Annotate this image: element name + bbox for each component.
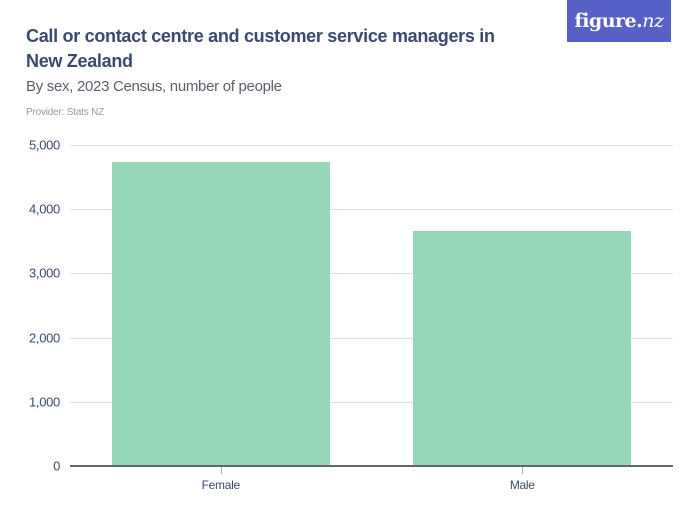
logo-text: figure. xyxy=(574,10,643,32)
x-tick-label: Male xyxy=(509,478,535,492)
y-tick-label: 4,000 xyxy=(28,201,60,217)
gridline xyxy=(70,273,673,275)
y-tick-label: 3,000 xyxy=(28,265,60,281)
y-tick-label: 5,000 xyxy=(28,137,60,153)
x-tick xyxy=(220,467,222,474)
y-tick-label: 2,000 xyxy=(28,330,60,346)
bar-male[interactable] xyxy=(413,231,632,466)
gridline xyxy=(70,209,673,211)
y-tick-label: 1,000 xyxy=(28,394,60,410)
y-tick-label: 0 xyxy=(53,458,60,474)
logo-text-nz: nz xyxy=(642,10,664,32)
chart-title: Call or contact centre and customer serv… xyxy=(26,26,495,71)
gridline xyxy=(70,145,673,146)
provider-label: Provider: Stats NZ xyxy=(26,107,105,118)
x-tick xyxy=(522,467,524,474)
bar-female[interactable] xyxy=(111,162,330,466)
x-tick-label: Female xyxy=(201,478,241,492)
figure-nz-logo[interactable]: figure. nz xyxy=(567,0,671,42)
chart-subtitle: By sex, 2023 Census, number of people xyxy=(26,78,282,95)
gridline xyxy=(70,337,673,339)
x-axis-line xyxy=(70,465,673,467)
gridline xyxy=(70,401,673,403)
